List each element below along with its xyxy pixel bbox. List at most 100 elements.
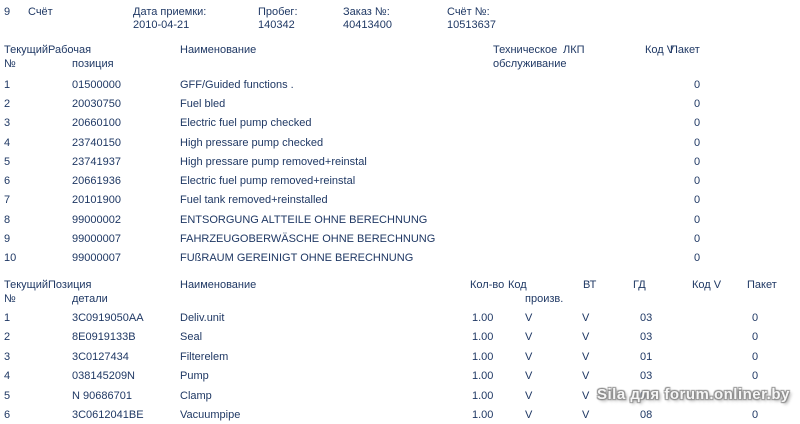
work-code: 99000007 bbox=[72, 233, 121, 245]
work-code: 23741937 bbox=[72, 156, 121, 168]
work-table-row: 4 23740150 High pressare pump checked 0 bbox=[0, 137, 800, 151]
receipt-date-label: Дата приемки: bbox=[133, 6, 207, 18]
mileage-label: Пробег: bbox=[258, 6, 298, 18]
work-name: Fuel tank removed+reinstalled bbox=[180, 194, 328, 206]
parts-col-pos-2: детали bbox=[72, 293, 108, 305]
part-gd: 08 bbox=[640, 409, 653, 421]
parts-table-row: 6 3C0612041BE Vacuumpipe 1.00 V V 08 0 bbox=[0, 409, 800, 423]
part-gd: 01 bbox=[640, 351, 653, 363]
part-name: Seal bbox=[180, 331, 203, 343]
part-name: Pump bbox=[180, 370, 209, 382]
part-paket: 0 bbox=[752, 390, 759, 402]
parts-col-kod-2: произв. bbox=[525, 293, 564, 305]
work-code: 20101900 bbox=[72, 194, 121, 206]
parts-col-name: Наименование bbox=[180, 279, 257, 291]
work-name: FUßRAUM GEREINIGT OHNE BERECHNUNG bbox=[180, 252, 414, 264]
part-paket: 0 bbox=[752, 312, 759, 324]
part-number: 3C0612041BE bbox=[72, 409, 144, 421]
parts-col-pos-1: Позиция bbox=[48, 279, 92, 291]
forum-watermark: Sila для forum.onliner.by bbox=[597, 386, 790, 403]
work-code: 99000002 bbox=[72, 214, 121, 226]
work-col-tech-1: Техническое bbox=[493, 44, 558, 56]
page-number: 9 bbox=[4, 6, 11, 18]
work-paket: 0 bbox=[694, 214, 701, 226]
part-number: 038145209N bbox=[72, 370, 136, 382]
work-name: Fuel bled bbox=[180, 98, 226, 110]
row-num: 2 bbox=[4, 98, 11, 110]
part-vt: V bbox=[582, 331, 590, 343]
work-code: 20661936 bbox=[72, 175, 121, 187]
work-col-lkp: ЛКП bbox=[563, 44, 585, 56]
row-num: 1 bbox=[4, 312, 11, 324]
part-vt: V bbox=[582, 312, 590, 324]
work-table-row: 8 99000002 ENTSORGUNG ALTTEILE OHNE BERE… bbox=[0, 214, 800, 228]
work-name: Electric fuel pump checked bbox=[180, 117, 312, 129]
work-table-row: 1 01500000 GFF/Guided functions . 0 bbox=[0, 79, 800, 93]
row-num: 3 bbox=[4, 117, 11, 129]
part-paket: 0 bbox=[752, 409, 759, 421]
part-qty: 1.00 bbox=[472, 390, 494, 402]
parts-table-row: 5 N 90686701 Clamp 1.00 V V 01 0 bbox=[0, 390, 800, 404]
part-vt: V bbox=[582, 370, 590, 382]
part-qty: 1.00 bbox=[472, 331, 494, 343]
parts-col-gd: ГД bbox=[633, 279, 646, 291]
part-paket: 0 bbox=[752, 331, 759, 343]
parts-col-paket: Пакет bbox=[747, 279, 777, 291]
work-col-paket: Пакет bbox=[670, 44, 700, 56]
work-col-pos-1: Рабочая bbox=[48, 44, 92, 56]
work-name: GFF/Guided functions . bbox=[180, 79, 294, 91]
work-code: 23740150 bbox=[72, 137, 121, 149]
row-num: 9 bbox=[4, 233, 11, 245]
row-num: 10 bbox=[4, 252, 17, 264]
parts-col-vt: ВТ bbox=[583, 279, 597, 291]
part-vt: V bbox=[582, 351, 590, 363]
part-number: 3C0127434 bbox=[72, 351, 129, 363]
part-vt: V bbox=[582, 409, 590, 421]
parts-table-row: 3 3C0127434 Filterelem 1.00 V V 01 0 bbox=[0, 351, 800, 365]
work-code: 01500000 bbox=[72, 79, 121, 91]
order-number-label: Заказ №: bbox=[343, 6, 390, 18]
part-gd: 03 bbox=[640, 370, 653, 382]
work-paket: 0 bbox=[694, 98, 701, 110]
work-name: Electric fuel pump removed+reinstal bbox=[180, 175, 356, 187]
part-vt: V bbox=[582, 390, 590, 402]
mileage-value: 140342 bbox=[258, 19, 295, 31]
work-name: ENTSORGUNG ALTTEILE OHNE BERECHNUNG bbox=[180, 214, 428, 226]
work-table-row: 2 20030750 Fuel bled 0 bbox=[0, 98, 800, 112]
work-name: FAHRZEUGOBERWÄSCHE OHNE BERECHNUNG bbox=[180, 233, 436, 245]
row-num: 5 bbox=[4, 156, 11, 168]
part-name: Vacuumpipe bbox=[180, 409, 241, 421]
part-qty: 1.00 bbox=[472, 409, 494, 421]
invoice-number-value: 10513637 bbox=[447, 19, 496, 31]
work-paket: 0 bbox=[694, 175, 701, 187]
parts-col-kod-1: Код bbox=[508, 279, 527, 291]
row-num: 1 bbox=[4, 79, 11, 91]
part-kod: V bbox=[525, 312, 533, 324]
row-num: 4 bbox=[4, 370, 11, 382]
part-qty: 1.00 bbox=[472, 351, 494, 363]
parts-col-num-1: Текущий bbox=[4, 279, 48, 291]
work-col-tech-2: обслуживание bbox=[493, 58, 567, 70]
part-paket: 0 bbox=[752, 351, 759, 363]
work-name: High pressare pump checked bbox=[180, 137, 324, 149]
part-qty: 1.00 bbox=[472, 370, 494, 382]
work-col-kodv: Код V bbox=[645, 44, 675, 56]
row-num: 5 bbox=[4, 390, 11, 402]
parts-table-row: 1 3C0919050AA Deliv.unit 1.00 V V 03 0 bbox=[0, 312, 800, 326]
parts-col-qty: Кол-во bbox=[470, 279, 505, 291]
parts-col-num-2: № bbox=[4, 293, 16, 305]
work-table-row: 10 99000007 FUßRAUM GEREINIGT OHNE BEREC… bbox=[0, 252, 800, 266]
part-kod: V bbox=[525, 409, 533, 421]
row-num: 3 bbox=[4, 351, 11, 363]
part-kod: V bbox=[525, 331, 533, 343]
part-gd: 03 bbox=[640, 331, 653, 343]
part-qty: 1.00 bbox=[472, 312, 494, 324]
work-table-row: 6 20661936 Electric fuel pump removed+re… bbox=[0, 175, 800, 189]
part-kod: V bbox=[525, 351, 533, 363]
work-col-pos-2: позиция bbox=[72, 58, 114, 70]
row-num: 8 bbox=[4, 214, 11, 226]
work-paket: 0 bbox=[694, 137, 701, 149]
work-paket: 0 bbox=[694, 156, 701, 168]
parts-col-kodv: Код V bbox=[692, 279, 722, 291]
